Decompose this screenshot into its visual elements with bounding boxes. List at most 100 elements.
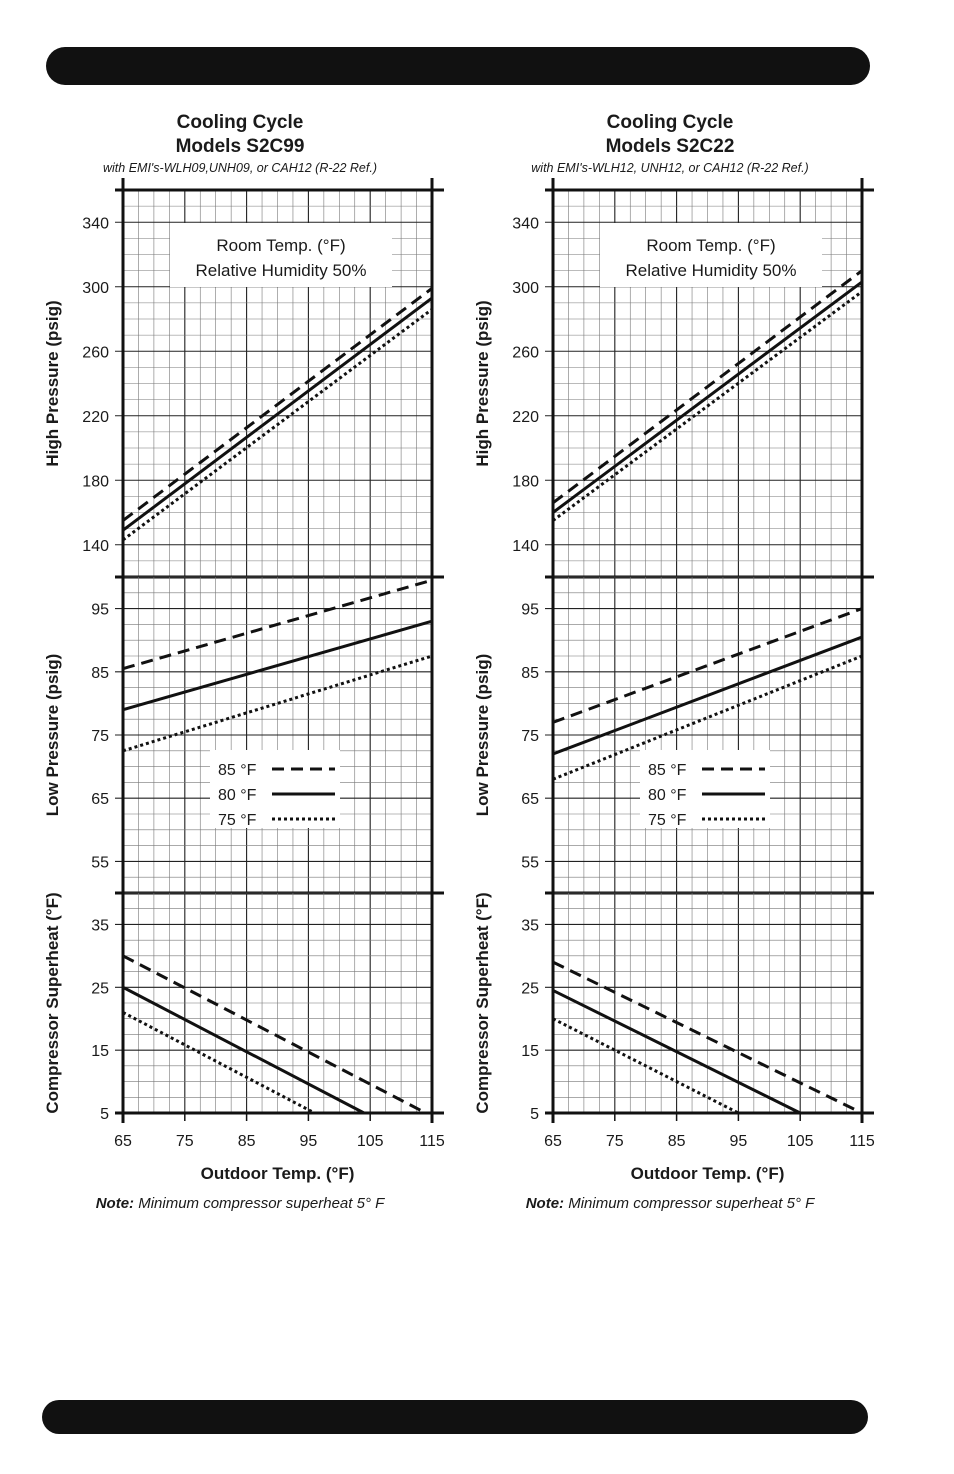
chart-note: Note: Minimum compressor superheat 5° F: [20, 1195, 460, 1212]
y-tick-label: 35: [521, 917, 539, 934]
chart-title-line2: Models S2C99: [175, 136, 305, 157]
chart-note: Note: Minimum compressor superheat 5° F: [450, 1195, 890, 1212]
chart-svg: 140 180 220 260 300 340 Room Temp. (°F) Relativ…: [473, 178, 875, 1183]
series-line-solid: [552, 989, 801, 1115]
series-line-dashed: [122, 287, 433, 522]
humidity-label: Relative Humidity 50%: [625, 261, 796, 280]
x-tick-label: 65: [544, 1133, 562, 1150]
y-tick-label: 15: [91, 1043, 109, 1060]
chart-panel-s2c99: Cooling Cycle Models S2C99 with EMI's-WL…: [20, 105, 460, 1225]
series-line-dashed: [552, 269, 863, 505]
y-axis-label: Low Pressure (psig): [473, 654, 492, 816]
note-text: Minimum compressor superheat 5° F: [134, 1195, 385, 1212]
x-axis-label: Outdoor Temp. (°F): [201, 1164, 355, 1183]
series-line-solid: [552, 280, 863, 514]
room-temp-label: Room Temp. (°F): [646, 236, 775, 255]
y-tick-label: 340: [82, 215, 109, 232]
series-line-dotted: [122, 308, 433, 542]
y-tick-label: 180: [82, 473, 109, 490]
y-tick-label: 95: [521, 602, 539, 619]
subplot-superheat: 5 15 25 35 Compressor Superheat (°F): [43, 892, 444, 1123]
legend-label: 80 °F: [648, 787, 687, 804]
x-tick-label: 75: [606, 1133, 624, 1150]
x-axis-label: Outdoor Temp. (°F): [631, 1164, 785, 1183]
y-tick-label: 25: [91, 980, 109, 997]
x-tick-label: 75: [176, 1133, 194, 1150]
legend-box: [640, 750, 770, 828]
y-tick-label: 300: [82, 280, 109, 297]
chart-subtitle: with EMI's-WLH12, UNH12, or CAH12 (R-22 …: [531, 161, 809, 175]
y-tick-label: 340: [512, 215, 539, 232]
series-line-dashed: [552, 960, 863, 1115]
y-tick-label: 25: [521, 980, 539, 997]
legend-label: 75 °F: [218, 812, 257, 829]
series-line-solid: [122, 985, 365, 1115]
y-tick-label: 5: [100, 1106, 109, 1123]
subplot-superheat: 5 15 25 35 Compressor Superheat (°F): [473, 892, 874, 1123]
note-text: Minimum compressor superheat 5° F: [564, 1195, 815, 1212]
chart-title-line1: Cooling Cycle: [606, 112, 734, 133]
y-tick-label: 65: [91, 791, 109, 808]
y-tick-label: 180: [512, 473, 539, 490]
y-tick-label: 85: [91, 665, 109, 682]
y-tick-label: 55: [521, 854, 539, 871]
y-tick-label: 140: [82, 538, 109, 555]
subplot-low: 55 65 75 85 95 85 °F 80 °F 75 °F Low Pressure (p…: [43, 576, 444, 895]
x-tick-label: 105: [787, 1133, 814, 1150]
y-tick-label: 5: [530, 1106, 539, 1123]
y-tick-label: 85: [521, 665, 539, 682]
chart-title-line2: Models S2C22: [605, 136, 735, 157]
chart-panel-s2c22: Cooling Cycle Models S2C22 with EMI's-WL…: [450, 105, 890, 1225]
y-tick-label: 75: [521, 728, 539, 745]
room-temp-label: Room Temp. (°F): [216, 236, 345, 255]
series-line-dashed: [122, 578, 433, 671]
y-axis-label: Compressor Superheat (°F): [43, 892, 62, 1113]
legend-label: 85 °F: [648, 762, 687, 779]
y-tick-label: 65: [521, 791, 539, 808]
note-bold: Note:: [95, 1195, 135, 1212]
subplot-low: 55 65 75 85 95 85 °F 80 °F 75 °F Low Pressure (p…: [473, 576, 874, 895]
y-axis-label: High Pressure (psig): [473, 300, 492, 466]
legend-label: 80 °F: [218, 787, 257, 804]
y-tick-label: 140: [512, 538, 539, 555]
y-tick-label: 220: [512, 409, 539, 426]
room-temp-box: [600, 223, 822, 287]
series-line-solid: [122, 296, 433, 532]
legend-label: 85 °F: [218, 762, 257, 779]
y-axis-label: High Pressure (psig): [43, 300, 62, 466]
series-line-dashed: [552, 607, 863, 724]
y-tick-label: 220: [82, 409, 109, 426]
series-line-dotted: [552, 1017, 740, 1115]
y-tick-label: 15: [521, 1043, 539, 1060]
note-bold: Note:: [525, 1195, 565, 1212]
x-tick-label: 115: [849, 1133, 875, 1150]
y-axis-label: Compressor Superheat (°F): [473, 892, 492, 1113]
bottom-banner: [42, 1400, 868, 1434]
y-axis-label: Low Pressure (psig): [43, 654, 62, 816]
series-line-dotted: [552, 654, 863, 781]
chart-subtitle: with EMI's-WLH09,UNH09, or CAH12 (R-22 R…: [103, 161, 377, 175]
y-tick-label: 260: [512, 344, 539, 361]
series-line-dotted: [122, 1011, 316, 1115]
x-tick-label: 115: [419, 1133, 445, 1150]
y-tick-label: 300: [512, 280, 539, 297]
x-tick-label: 105: [357, 1133, 384, 1150]
chart-title-line1: Cooling Cycle: [176, 112, 304, 133]
y-tick-label: 260: [82, 344, 109, 361]
series-line-dotted: [552, 290, 863, 522]
subplot-high: 140 180 220 260 300 340 Room Temp. (°F) Relativ…: [43, 189, 444, 579]
y-tick-label: 75: [91, 728, 109, 745]
room-temp-box: [170, 223, 392, 287]
y-tick-label: 55: [91, 854, 109, 871]
x-tick-label: 95: [730, 1133, 748, 1150]
chart-svg: 140 180 220 260 300 340 Room Temp. (°F) Relativ…: [43, 178, 445, 1183]
legend-label: 75 °F: [648, 812, 687, 829]
subplot-high: 140 180 220 260 300 340 Room Temp. (°F) Relativ…: [473, 189, 874, 579]
humidity-label: Relative Humidity 50%: [195, 261, 366, 280]
x-tick-label: 85: [238, 1133, 256, 1150]
y-tick-label: 95: [91, 602, 109, 619]
legend-box: [210, 750, 340, 828]
x-tick-label: 85: [668, 1133, 686, 1150]
series-line-solid: [122, 619, 433, 712]
y-tick-label: 35: [91, 917, 109, 934]
